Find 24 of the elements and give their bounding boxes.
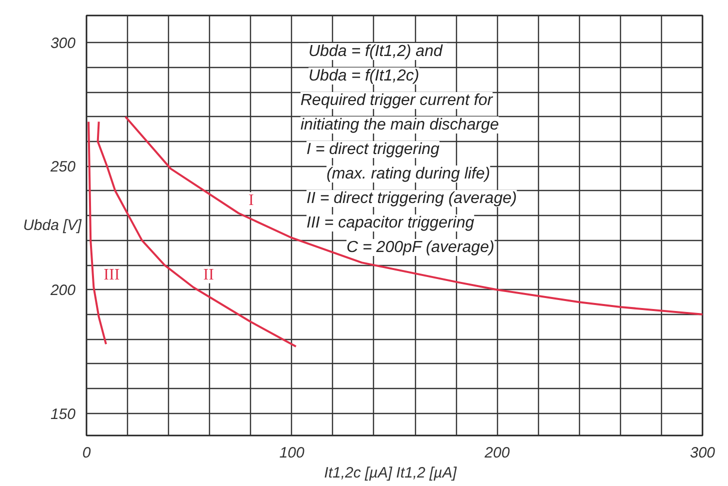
annotation: II = direct triggering (average) xyxy=(306,190,517,207)
x-tick-label: 200 xyxy=(484,444,510,462)
x-axis-title: It1,2c [µA] It1,2 [µA] xyxy=(324,464,458,482)
x-tick-label: 300 xyxy=(690,444,716,462)
x-tick-label: 100 xyxy=(279,444,306,462)
y-tick-label: 250 xyxy=(49,158,76,176)
x-tick-label: 0 xyxy=(82,444,92,462)
annotation: initiating the main discharge xyxy=(300,116,499,134)
series-label: II xyxy=(203,266,214,284)
y-axis-title: Ubda [V] xyxy=(23,217,82,234)
annotation: I = direct triggering xyxy=(306,141,440,158)
y-tick-label: 150 xyxy=(50,406,76,423)
annotation: Required trigger current for xyxy=(300,92,494,109)
annotation: (max. rating during life) xyxy=(326,166,490,182)
series-label: III xyxy=(104,266,120,284)
line-series xyxy=(96,120,297,348)
y-tick-label: 200 xyxy=(49,282,76,300)
annotation: III = capacitor triggering xyxy=(306,214,474,232)
annotation: C = 200pF (average) xyxy=(346,239,494,256)
annotation: Ubda = f(It1,2) and xyxy=(308,43,444,60)
y-tick-label: 300 xyxy=(50,35,76,52)
line-series xyxy=(124,116,702,316)
series-label: I xyxy=(248,192,254,210)
annotation: Ubda = f(It1,2c) xyxy=(308,68,420,84)
